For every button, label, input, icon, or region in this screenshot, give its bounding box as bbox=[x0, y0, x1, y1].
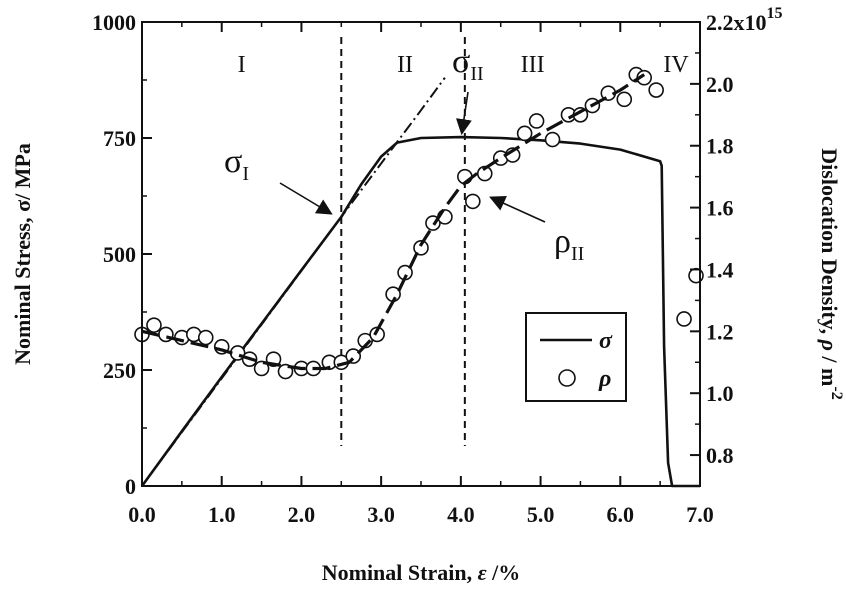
legend-marker-swatch bbox=[558, 369, 576, 387]
x-axis-unit: /% bbox=[487, 560, 521, 585]
x-tick-label: 6.0 bbox=[607, 502, 635, 527]
region-label-i: I bbox=[238, 52, 246, 78]
y-right-tick-label: 1.0 bbox=[706, 381, 734, 406]
y-right-tick-label: 1.4 bbox=[706, 257, 734, 282]
rho-ii-arrow bbox=[489, 195, 546, 223]
y-right-tick-label: 1.8 bbox=[706, 134, 734, 159]
sigma-ii-arrow bbox=[455, 91, 472, 136]
rho-data-point bbox=[544, 131, 561, 148]
y-right-axis-exponent: -2 bbox=[828, 386, 845, 399]
y-left-tick-label: 500 bbox=[103, 242, 136, 267]
y-right-axis-unit: / m bbox=[817, 351, 842, 386]
y-right-axis-symbol: ρ bbox=[817, 339, 842, 351]
y-right-axis-title: Dislocation Density, ρ / m-2 bbox=[817, 148, 845, 399]
rho-data-point bbox=[253, 360, 270, 377]
legend-box bbox=[525, 312, 627, 402]
region-label-iii: III bbox=[521, 52, 545, 78]
rho-data-point bbox=[516, 125, 533, 142]
rho-data-point bbox=[676, 311, 692, 327]
y-right-tick-label: 1.6 bbox=[706, 196, 734, 221]
y-right-tick-label: 2.0 bbox=[706, 72, 734, 97]
dislocation-density-fit-line bbox=[141, 73, 646, 371]
x-tick-label: 7.0 bbox=[686, 502, 714, 527]
x-tick-label: 3.0 bbox=[367, 502, 395, 527]
y-left-axis-title: Nominal Stress, σ/ MPa bbox=[10, 143, 35, 365]
rho-data-point bbox=[528, 113, 545, 129]
rho-data-point bbox=[146, 317, 162, 333]
x-axis-title: Nominal Strain, ε /% bbox=[322, 560, 521, 585]
region-label-ii: II bbox=[397, 52, 413, 78]
sigma-i-annotation-subscript: I bbox=[242, 163, 249, 185]
rho-data-point bbox=[197, 329, 214, 346]
x-tick-label: 4.0 bbox=[447, 502, 475, 527]
rho-ii-annotation: ρII bbox=[554, 223, 584, 265]
linear-extrapolation-line bbox=[141, 77, 446, 487]
x-tick-label: 2.0 bbox=[288, 502, 316, 527]
y-right-tick-label: 0.8 bbox=[706, 443, 734, 468]
rho-data-point bbox=[616, 91, 633, 108]
y-right-tick-label: 1.2 bbox=[706, 319, 734, 344]
sigma-ii-annotation-subscript: II bbox=[470, 63, 483, 85]
rho-data-point bbox=[465, 193, 481, 210]
sigma-i-arrow bbox=[279, 182, 333, 215]
rho-data-point bbox=[648, 82, 664, 98]
rho-data-point bbox=[413, 240, 429, 256]
legend-label-sigma: σ bbox=[599, 328, 613, 354]
x-tick-label: 0.0 bbox=[128, 502, 156, 527]
y-left-tick-label: 750 bbox=[103, 126, 136, 151]
legend-label-rho: ρ bbox=[598, 366, 611, 392]
rho-ii-annotation-subscript: II bbox=[571, 243, 584, 265]
region-label-iv: IV bbox=[663, 52, 689, 78]
y-left-tick-label: 1000 bbox=[92, 10, 136, 35]
x-axis-symbol: ε bbox=[478, 560, 487, 585]
y-right-exponent: 15 bbox=[767, 5, 783, 22]
x-tick-label: 1.0 bbox=[208, 502, 236, 527]
x-tick-label: 5.0 bbox=[527, 502, 555, 527]
y-left-tick-label: 250 bbox=[103, 358, 136, 383]
y-left-tick-label: 0 bbox=[125, 474, 136, 499]
